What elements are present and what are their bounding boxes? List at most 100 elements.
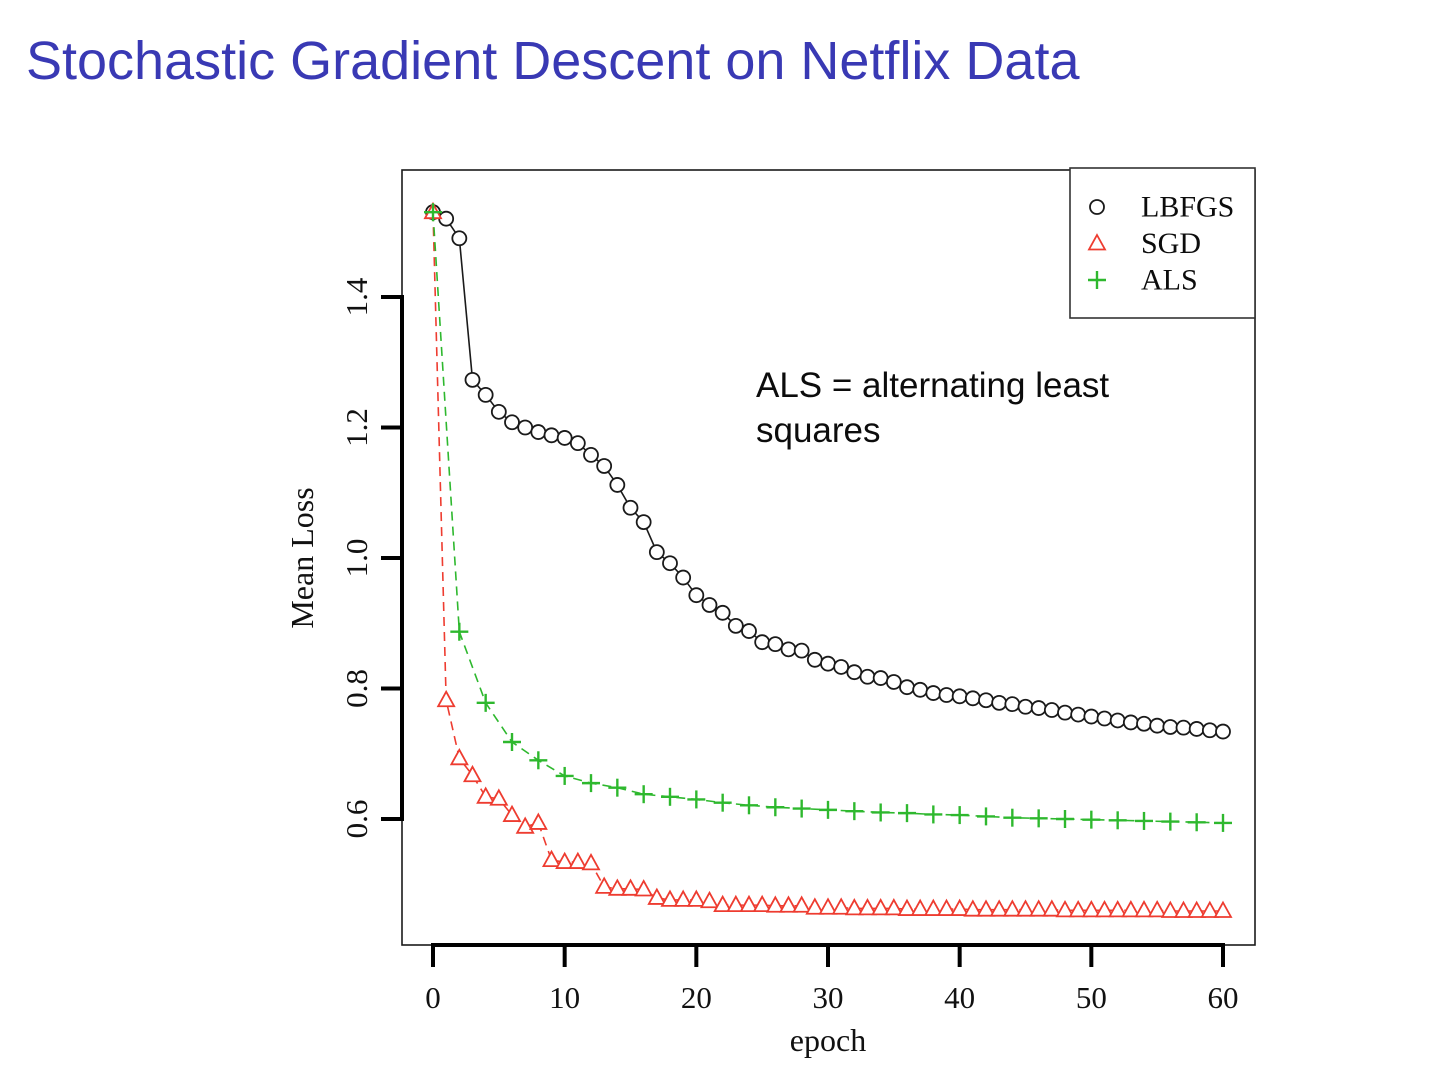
sgd-marker bbox=[699, 890, 720, 909]
lbfgs-marker bbox=[714, 604, 731, 621]
lbfgs-marker bbox=[899, 679, 915, 696]
lbfgs-marker bbox=[596, 458, 613, 474]
sgd-marker bbox=[1213, 900, 1233, 918]
sgd-marker bbox=[923, 898, 943, 916]
sgd-marker bbox=[1068, 899, 1088, 918]
lbfgs-marker bbox=[767, 636, 784, 653]
legend-marker-circle bbox=[1089, 199, 1105, 215]
sgd-marker bbox=[1042, 899, 1062, 917]
sgd-marker bbox=[857, 898, 878, 916]
lbfgs-marker bbox=[648, 544, 665, 561]
lbfgs-marker bbox=[872, 670, 889, 686]
sgd-marker bbox=[910, 898, 930, 916]
sgd-marker bbox=[634, 879, 654, 897]
sgd-marker bbox=[778, 895, 799, 913]
legend-label-lbfgs: LBFGS bbox=[1141, 191, 1234, 224]
sgd-marker bbox=[963, 899, 983, 917]
lbfgs-marker bbox=[675, 569, 692, 586]
lbfgs-marker bbox=[543, 427, 560, 444]
lbfgs-marker bbox=[490, 403, 507, 420]
lbfgs-marker bbox=[504, 414, 520, 431]
sgd-marker bbox=[989, 899, 1009, 917]
sgd-marker bbox=[936, 898, 957, 916]
lbfgs-marker bbox=[1043, 702, 1060, 718]
y-axis-title: Mean Loss bbox=[284, 487, 320, 628]
sgd-marker bbox=[1160, 900, 1180, 918]
x-tick-label: 40 bbox=[944, 980, 975, 1015]
lbfgs-marker bbox=[556, 430, 573, 446]
sgd-marker bbox=[1108, 899, 1128, 918]
lbfgs-marker bbox=[1096, 710, 1113, 727]
lbfgs-marker bbox=[780, 641, 797, 658]
x-tick-label: 10 bbox=[549, 980, 580, 1015]
lbfgs-marker bbox=[1004, 696, 1021, 713]
y-tick-label: 1.2 bbox=[339, 408, 374, 447]
lbfgs-marker bbox=[1109, 712, 1126, 729]
sgd-marker bbox=[818, 897, 838, 915]
x-tick-label: 20 bbox=[681, 980, 712, 1015]
lbfgs-marker bbox=[820, 655, 836, 672]
sgd-marker bbox=[1094, 899, 1115, 918]
sgd-marker bbox=[950, 898, 970, 916]
lbfgs-marker bbox=[833, 659, 850, 675]
lbfgs-marker bbox=[1083, 708, 1100, 725]
lbfgs-marker bbox=[464, 371, 481, 388]
sgd-marker bbox=[449, 747, 469, 766]
sgd-marker bbox=[844, 898, 864, 916]
lbfgs-marker bbox=[1057, 704, 1073, 721]
x-tick-label: 50 bbox=[1076, 980, 1107, 1015]
lbfgs-marker bbox=[793, 642, 810, 659]
sgd-marker bbox=[739, 894, 759, 913]
lbfgs-marker bbox=[978, 692, 994, 709]
x-axis-title: epoch bbox=[790, 1022, 866, 1058]
sgd-marker bbox=[686, 889, 706, 907]
sgd-marker bbox=[1121, 899, 1141, 918]
sgd-marker bbox=[765, 895, 785, 913]
sgd-marker bbox=[568, 851, 588, 869]
x-tick-label: 30 bbox=[813, 980, 844, 1015]
sgd-marker bbox=[1002, 899, 1022, 917]
sgd-marker bbox=[805, 897, 825, 915]
sgd-marker bbox=[871, 898, 891, 916]
lbfgs-marker bbox=[1149, 717, 1166, 734]
lbfgs-marker bbox=[609, 477, 626, 493]
lbfgs-marker bbox=[477, 386, 494, 403]
lbfgs-marker bbox=[1136, 715, 1152, 732]
lbfgs-marker bbox=[701, 597, 718, 613]
sgd-marker bbox=[1200, 900, 1220, 918]
lbfgs-marker bbox=[1215, 723, 1231, 740]
lbfgs-marker bbox=[569, 435, 586, 452]
sgd-marker bbox=[792, 895, 812, 913]
sgd-marker bbox=[897, 898, 917, 916]
sgd-marker bbox=[555, 851, 575, 869]
lbfgs-marker bbox=[741, 623, 757, 639]
sgd-marker bbox=[594, 876, 614, 894]
sgd-marker bbox=[976, 899, 996, 917]
sgd-marker bbox=[541, 849, 562, 868]
sgd-marker bbox=[831, 897, 851, 915]
sgd-marker bbox=[436, 689, 456, 708]
sgd-marker bbox=[1055, 899, 1075, 918]
lbfgs-marker bbox=[688, 587, 705, 604]
sgd-marker bbox=[607, 878, 627, 896]
lbfgs-marker bbox=[1070, 706, 1087, 723]
lbfgs-marker bbox=[1162, 719, 1179, 735]
sgd-marker bbox=[1081, 899, 1101, 918]
sgd-marker bbox=[647, 887, 667, 905]
legend-label-sgd: SGD bbox=[1141, 227, 1201, 260]
lbfgs-marker bbox=[754, 634, 771, 651]
legend-label-als: ALS bbox=[1141, 264, 1198, 297]
lbfgs-marker bbox=[1201, 722, 1218, 739]
sgd-marker bbox=[581, 853, 601, 871]
lbfgs-marker bbox=[1030, 700, 1047, 716]
sgd-marker bbox=[1029, 899, 1049, 917]
sgd-marker bbox=[1015, 899, 1036, 917]
sgd-marker bbox=[1173, 900, 1194, 918]
lbfgs-marker bbox=[727, 617, 744, 634]
lbfgs-marker bbox=[859, 668, 876, 685]
lbfgs-marker bbox=[1175, 719, 1192, 736]
lbfgs-marker bbox=[530, 424, 547, 440]
lbfgs-marker bbox=[806, 651, 823, 668]
